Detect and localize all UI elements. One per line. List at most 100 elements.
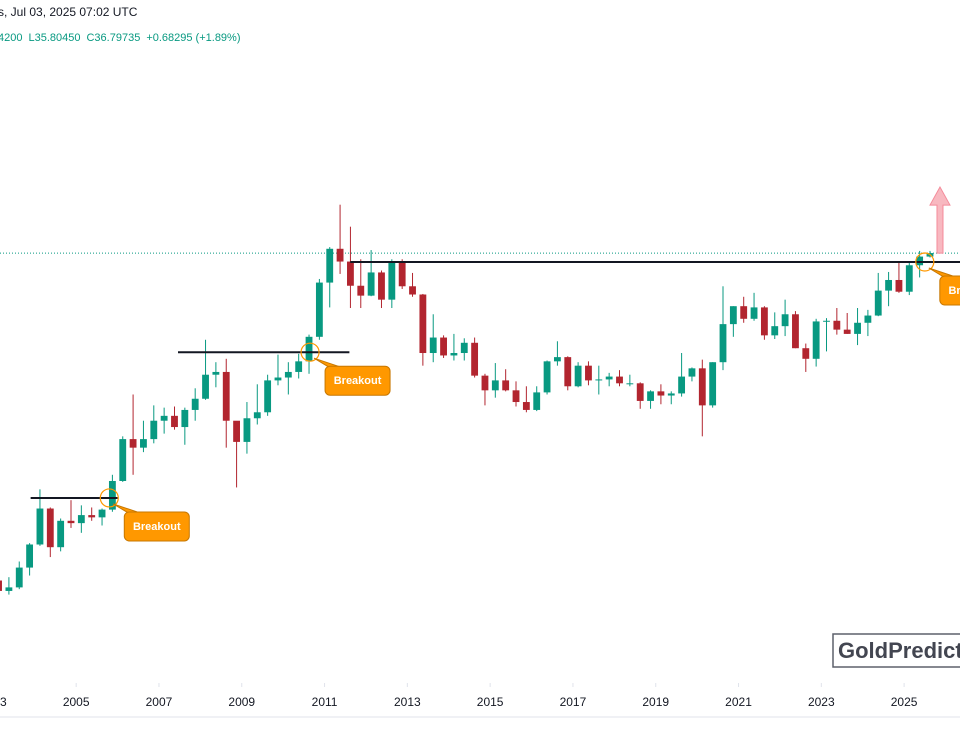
candle xyxy=(274,354,282,386)
candle xyxy=(595,365,603,395)
candle-body xyxy=(77,515,85,524)
candle-body xyxy=(36,508,44,545)
candle xyxy=(150,405,158,444)
candle xyxy=(481,373,489,406)
candle-body xyxy=(781,314,789,327)
x-tick-label: 2017 xyxy=(560,695,587,709)
candle xyxy=(553,341,561,366)
candle xyxy=(781,299,789,337)
candle-body xyxy=(895,279,903,292)
candle-body xyxy=(823,320,830,322)
candle-body xyxy=(450,353,458,356)
candle xyxy=(636,382,644,409)
candle-body xyxy=(191,398,199,410)
x-tick-label: 2023 xyxy=(808,695,835,709)
candle xyxy=(15,561,23,590)
x-tick-label: 2021 xyxy=(725,695,752,709)
candle xyxy=(129,394,137,475)
candle-body xyxy=(15,567,23,588)
candle xyxy=(502,369,510,392)
candle-body xyxy=(574,365,582,387)
candle xyxy=(657,384,665,405)
candle xyxy=(688,367,696,382)
candle-body xyxy=(626,383,634,385)
candle xyxy=(264,374,272,416)
candle-body xyxy=(274,377,282,381)
candle-body xyxy=(502,380,510,391)
candle-body xyxy=(388,262,396,300)
candle-body xyxy=(367,272,375,296)
candle xyxy=(678,353,686,397)
x-tick-label: 2007 xyxy=(146,695,173,709)
candle xyxy=(98,508,106,526)
candle-body xyxy=(740,306,748,319)
candle-body xyxy=(336,248,344,262)
callout-label: Breakout xyxy=(948,285,960,297)
candle-body xyxy=(284,371,292,378)
candle xyxy=(905,262,913,296)
candle-body xyxy=(802,348,810,359)
candle-body xyxy=(843,329,851,334)
candle xyxy=(140,420,147,453)
candle xyxy=(67,500,75,528)
candle xyxy=(88,507,96,521)
candle xyxy=(357,259,365,309)
candle-body xyxy=(750,307,758,319)
candle-body xyxy=(26,544,34,568)
candle xyxy=(543,360,551,395)
candle xyxy=(626,374,634,387)
x-tick-label: 2019 xyxy=(642,695,669,709)
candle xyxy=(191,388,199,421)
breakout-circle xyxy=(915,252,935,272)
candle xyxy=(792,311,799,349)
candle xyxy=(895,261,903,293)
candle-body xyxy=(512,390,520,403)
candle-body xyxy=(771,326,779,336)
candle-body xyxy=(119,439,127,481)
header-ohlc: 4200 xyxy=(0,32,22,44)
candle-body xyxy=(315,282,323,337)
candle xyxy=(522,386,530,413)
candle-body xyxy=(88,515,96,518)
candle xyxy=(336,204,344,274)
candle xyxy=(843,312,851,334)
candle xyxy=(760,306,768,340)
candle-body xyxy=(305,336,313,362)
candle-body xyxy=(553,357,561,362)
candle-body xyxy=(792,314,799,349)
candle xyxy=(181,407,189,445)
header-datetime: s, Jul 03, 2025 07:02 UTC xyxy=(0,5,138,19)
candle-body xyxy=(729,306,737,325)
breakout-circle xyxy=(99,488,119,508)
breakout-circle xyxy=(300,342,320,362)
candle xyxy=(398,259,406,289)
candle-body xyxy=(636,383,644,401)
candle-body xyxy=(657,391,665,396)
candle xyxy=(108,474,116,512)
candle xyxy=(667,391,675,405)
candle xyxy=(802,343,810,372)
candle xyxy=(212,362,220,388)
candle xyxy=(491,363,499,398)
projection-arrow xyxy=(929,186,951,254)
header-ohlc: L35.80450 xyxy=(28,32,80,44)
candle-body xyxy=(212,371,220,375)
candle-body xyxy=(885,279,893,291)
candle xyxy=(222,358,230,448)
candle-body xyxy=(129,439,137,448)
candle xyxy=(419,293,427,366)
candle-body xyxy=(0,580,2,591)
candle-body xyxy=(667,393,675,396)
candle xyxy=(388,259,396,309)
candle-body xyxy=(460,342,468,354)
candle xyxy=(471,337,479,378)
callout-box xyxy=(324,365,391,396)
candle-body xyxy=(864,315,872,323)
candle-body xyxy=(233,420,240,442)
x-tick-label: 2025 xyxy=(891,695,918,709)
candle xyxy=(295,353,303,379)
candle-body xyxy=(378,272,385,300)
candle-body xyxy=(595,379,603,381)
